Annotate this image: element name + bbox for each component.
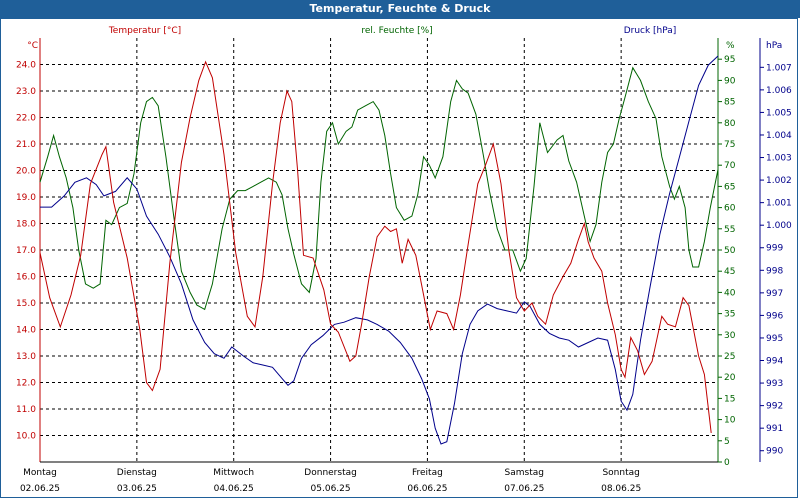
axes	[39, 38, 764, 463]
humidity-tick-label: 55	[724, 225, 735, 235]
x-tick-date: 03.06.25	[117, 484, 157, 494]
pressure-axis-title: Druck [hPa]	[624, 26, 677, 36]
humidity-tick-label: 25	[724, 352, 735, 362]
pressure-tick-label: 1.003	[766, 154, 792, 164]
x-tick-date: 04.06.25	[214, 484, 254, 494]
humidity-tick-label: 85	[724, 98, 735, 108]
pressure-tick-label: 1.005	[766, 108, 792, 118]
temperature-tick-label: 21.0	[16, 140, 36, 150]
humidity-tick-label: 20	[724, 373, 736, 383]
pressure-tick-label: 996	[766, 311, 783, 321]
humidity-tick-label: 50	[724, 246, 736, 256]
temperature-tick-label: 12.0	[16, 379, 36, 389]
humidity-tick-label: 65	[724, 182, 735, 192]
temperature-tick-label: 16.0	[16, 273, 36, 283]
pressure-unit-label: hPa	[766, 41, 782, 51]
x-tick-day: Dienstag	[117, 468, 157, 478]
x-tick-day: Mittwoch	[213, 468, 254, 478]
humidity-tick-label: 35	[724, 310, 735, 320]
pressure-tick-label: 993	[766, 379, 783, 389]
pressure-tick-label: 995	[766, 334, 783, 344]
pressure-tick-label: 990	[766, 447, 783, 457]
temperature-tick-label: 14.0	[16, 326, 36, 336]
temperature-tick-label: 18.0	[16, 220, 36, 230]
series-lines	[39, 55, 719, 445]
humidity-series-line	[39, 66, 719, 311]
humidity-tick-label: 90	[724, 76, 736, 86]
temperature-tick-label: 15.0	[16, 299, 36, 309]
pressure-tick-label: 1.002	[766, 176, 792, 186]
grid-lines	[40, 38, 718, 462]
x-tick-date: 05.06.25	[311, 484, 351, 494]
temperature-tick-label: 10.0	[16, 432, 36, 442]
temperature-tick-label: 13.0	[16, 352, 36, 362]
x-tick-day: Donnerstag	[304, 468, 357, 478]
temperature-tick-label: 24.0	[16, 61, 36, 71]
temperature-series-line	[39, 60, 712, 433]
temperature-tick-label: 19.0	[16, 193, 36, 203]
pressure-tick-label: 991	[766, 424, 783, 434]
x-tick-day: Samstag	[505, 468, 544, 478]
pressure-tick-label: 992	[766, 402, 783, 412]
humidity-tick-label: 95	[724, 55, 735, 65]
pressure-tick-label: 994	[766, 357, 783, 367]
humidity-tick-label: 0	[724, 458, 730, 468]
humidity-unit-label: %	[726, 41, 735, 51]
pressure-series-line	[40, 55, 719, 445]
pressure-tick-label: 1.000	[766, 221, 792, 231]
humidity-tick-label: 45	[724, 267, 735, 277]
humidity-tick-label: 5	[724, 437, 730, 447]
humidity-tick-label: 70	[724, 161, 736, 171]
x-tick-day: Montag	[23, 468, 57, 478]
humidity-tick-label: 80	[724, 119, 736, 129]
x-tick-labels: Montag 02.06.25 Dienstag 03.06.25 Mittwoch 04…	[20, 468, 641, 494]
window-title: Temperatur, Feuchte & Druck	[0, 0, 800, 18]
y-tick-labels: 10.0 11.0 12.0 13.0 14.0 15.0 16.0 17.0 18.0 19.0…	[16, 55, 792, 468]
temperature-tick-label: 17.0	[16, 246, 36, 256]
humidity-tick-label: 30	[724, 331, 736, 341]
pressure-tick-label: 1.007	[766, 63, 792, 73]
pressure-tick-label: 997	[766, 289, 783, 299]
humidity-tick-label: 75	[724, 140, 735, 150]
humidity-axis-title: rel. Feuchte [%]	[361, 26, 432, 36]
humidity-tick-label: 10	[724, 416, 736, 426]
temperature-axis-title: Temperatur [°C]	[108, 26, 181, 36]
humidity-tick-label: 40	[724, 288, 736, 298]
pressure-tick-label: 998	[766, 266, 783, 276]
temperature-unit-label: °C	[27, 41, 38, 51]
humidity-tick-label: 60	[724, 204, 736, 214]
x-tick-date: 02.06.25	[20, 484, 60, 494]
pressure-tick-label: 1.001	[766, 199, 792, 209]
x-tick-date: 07.06.25	[504, 484, 544, 494]
x-tick-date: 08.06.25	[601, 484, 641, 494]
pressure-tick-label: 1.004	[766, 131, 792, 141]
temperature-tick-label: 23.0	[16, 87, 36, 97]
temperature-tick-label: 11.0	[16, 405, 36, 415]
pressure-tick-label: 999	[766, 244, 783, 254]
x-tick-day: Freitag	[412, 468, 443, 478]
humidity-tick-label: 15	[724, 394, 735, 404]
x-tick-day: Sonntag	[602, 468, 639, 478]
temperature-tick-label: 20.0	[16, 167, 36, 177]
pressure-tick-label: 1.006	[766, 86, 792, 96]
x-tick-date: 06.06.25	[407, 484, 447, 494]
temperature-tick-label: 22.0	[16, 114, 36, 124]
